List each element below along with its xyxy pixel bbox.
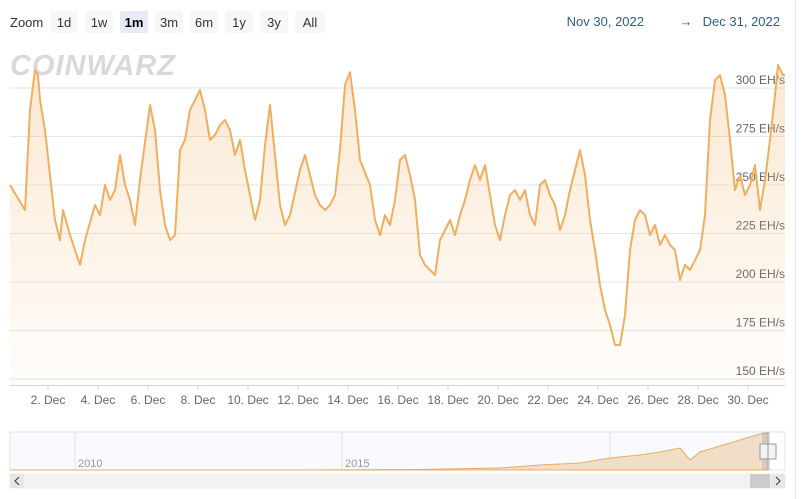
zoom-button[interactable] (260, 11, 288, 33)
zoom-label: Zoom (10, 15, 43, 30)
zoom-buttons: 1d 1w 1m 3m 6m 1y 3y All (50, 11, 325, 33)
zoom-button[interactable] (50, 11, 78, 33)
zoom-button[interactable] (225, 11, 253, 33)
x-tick-label: 2. Dec (31, 393, 66, 407)
series (9, 64, 785, 385)
x-tick-label: 4. Dec (81, 393, 116, 407)
scrollbar-arrow (14, 476, 20, 486)
zoom-button-label[interactable]: 3y (267, 15, 281, 30)
x-tick-label: 18. Dec (427, 393, 468, 407)
x-tick-label: 30. Dec (727, 393, 768, 407)
area-fill (10, 65, 785, 385)
navigator-handle[interactable] (767, 443, 777, 460)
range-arrow: → (680, 14, 693, 29)
scrollbar-arrow (775, 476, 781, 486)
zoom-button-label[interactable]: 1d (57, 15, 71, 30)
x-tick-label: 6. Dec (131, 393, 166, 407)
scrollbar-right[interactable] (771, 474, 785, 488)
zoom-button-label[interactable]: 3m (160, 15, 178, 30)
zoom-button-label[interactable]: All (303, 15, 318, 30)
zoom-button[interactable] (295, 11, 325, 33)
scrollbar-track[interactable] (9, 473, 786, 489)
x-tick-label: 24. Dec (577, 393, 618, 407)
navigator-handle[interactable] (759, 443, 769, 460)
x-tick-label: 16. Dec (377, 393, 418, 407)
zoom-button[interactable] (190, 11, 218, 33)
navigator-label: 2010 (78, 458, 102, 470)
zoom-button-label[interactable]: 1m (125, 15, 144, 30)
range-to[interactable]: Dec 31, 2022 (703, 14, 780, 29)
zoom-button[interactable] (85, 11, 113, 33)
navigator-label: 2015 (345, 458, 369, 470)
x-tick-label: 8. Dec (181, 393, 216, 407)
x-tick-label: 22. Dec (527, 393, 568, 407)
zoom-button[interactable] (120, 11, 148, 33)
y-tick-label: 300 EH/s (736, 73, 785, 87)
navigator-series (10, 432, 769, 471)
range-from[interactable]: Nov 30, 2022 (567, 14, 644, 29)
x-tick-label: 14. Dec (327, 393, 368, 407)
x-tick-label: 12. Dec (277, 393, 318, 407)
x-tick-label: 26. Dec (627, 393, 668, 407)
zoom-button-label[interactable]: 1w (91, 15, 108, 30)
x-tick-label: 20. Dec (477, 393, 518, 407)
navigator-mask (10, 432, 762, 470)
zoom-button-label[interactable]: 1y (232, 15, 246, 30)
line (9, 64, 785, 346)
scrollbar-left[interactable] (10, 474, 24, 488)
zoom-button[interactable] (155, 11, 183, 33)
scrollbar-thumb[interactable] (750, 474, 770, 488)
x-axis: 2. Dec 4. Dec 6. Dec 8. Dec 10. Dec 12. Dec 14… (31, 385, 769, 407)
x-tick-label: 10. Dec (227, 393, 268, 407)
zoom-button-label[interactable]: 6m (195, 15, 213, 30)
x-tick-label: 28. Dec (677, 393, 718, 407)
